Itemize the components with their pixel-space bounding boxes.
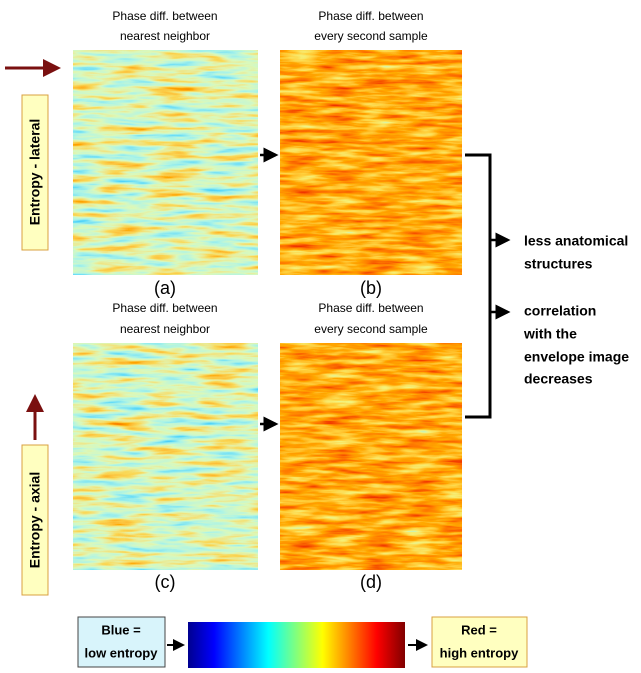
legend-box [431,616,528,668]
bracket [465,153,492,419]
bullet-text: with the [523,326,577,342]
row-label: Entropy - lateral [27,119,43,226]
legend-box [77,616,166,668]
legend-text: low entropy [85,645,159,660]
panel-image [73,50,258,275]
panel-title: every second sample [314,322,428,336]
panel-title: every second sample [314,29,428,43]
bullet-text: decreases [524,371,593,387]
panel-title: Phase diff. between [318,301,423,315]
legend-text: Red = [461,622,497,637]
panel-image [73,343,258,570]
panel-image [280,343,462,570]
bullet-text: envelope image [524,349,629,365]
panel-title: Phase diff. between [318,9,423,23]
panel-label: (b) [360,278,382,298]
panel-title: Phase diff. between [112,9,217,23]
legend-text: high entropy [440,645,519,660]
panel-label: (c) [155,572,176,592]
bullet-text: correlation [524,303,596,319]
bullet-text: less anatomical [524,233,628,249]
colorbar [188,622,405,668]
panel-label: (a) [154,278,176,298]
legend-text: Blue = [101,622,141,637]
panel-title: nearest neighbor [120,322,210,336]
panel-image [280,50,462,275]
bullet-text: structures [524,256,593,272]
panel-title: nearest neighbor [120,29,210,43]
row-label: Entropy - axial [27,472,43,568]
panel-title: Phase diff. between [112,301,217,315]
row-label-box [21,94,49,251]
panel-label: (d) [360,572,382,592]
row-label-box [21,444,49,596]
